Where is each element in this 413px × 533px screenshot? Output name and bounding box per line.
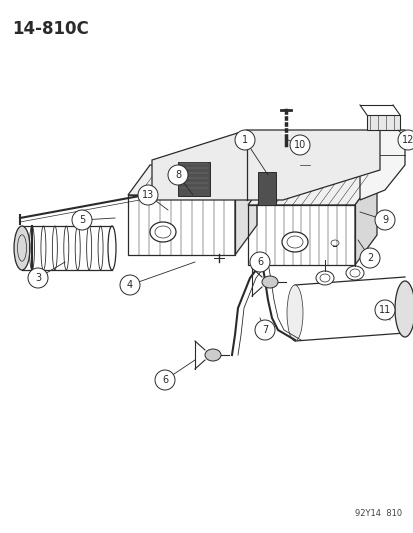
Text: 1: 1	[241, 135, 247, 145]
Circle shape	[254, 320, 274, 340]
Circle shape	[72, 210, 92, 230]
Ellipse shape	[261, 276, 277, 288]
Text: 11: 11	[378, 305, 390, 315]
Circle shape	[374, 210, 394, 230]
Ellipse shape	[315, 271, 333, 285]
Circle shape	[28, 268, 48, 288]
Text: 2: 2	[366, 253, 372, 263]
Text: 6: 6	[161, 375, 168, 385]
Ellipse shape	[150, 222, 176, 242]
Polygon shape	[354, 175, 376, 265]
Text: 4: 4	[127, 280, 133, 290]
Ellipse shape	[345, 266, 363, 280]
Ellipse shape	[14, 226, 30, 270]
Text: 8: 8	[175, 170, 180, 180]
Polygon shape	[178, 162, 209, 196]
Circle shape	[138, 185, 158, 205]
Circle shape	[397, 130, 413, 150]
Text: 9: 9	[381, 215, 387, 225]
Circle shape	[168, 165, 188, 185]
Text: 3: 3	[35, 273, 41, 283]
Text: 7: 7	[261, 325, 268, 335]
Polygon shape	[152, 130, 379, 200]
Circle shape	[120, 275, 140, 295]
Text: 92Y14  810: 92Y14 810	[354, 509, 401, 518]
Circle shape	[154, 370, 175, 390]
Polygon shape	[128, 165, 256, 195]
Ellipse shape	[281, 232, 307, 252]
Circle shape	[359, 248, 379, 268]
Ellipse shape	[204, 349, 221, 361]
Circle shape	[235, 130, 254, 150]
Text: 12: 12	[401, 135, 413, 145]
Circle shape	[374, 300, 394, 320]
Circle shape	[289, 135, 309, 155]
Ellipse shape	[286, 285, 302, 341]
Polygon shape	[359, 130, 404, 200]
Text: 10: 10	[293, 140, 305, 150]
Text: 13: 13	[142, 190, 154, 200]
Polygon shape	[235, 165, 256, 255]
Polygon shape	[257, 172, 275, 205]
Text: 14-810C: 14-810C	[12, 20, 88, 38]
Ellipse shape	[394, 281, 413, 337]
Polygon shape	[247, 175, 376, 205]
Circle shape	[249, 252, 269, 272]
Polygon shape	[366, 115, 399, 130]
Text: 5: 5	[79, 215, 85, 225]
Text: 6: 6	[256, 257, 262, 267]
